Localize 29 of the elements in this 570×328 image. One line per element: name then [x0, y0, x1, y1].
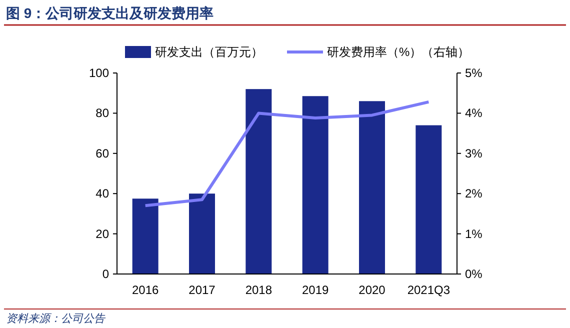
x-tick-label: 2019 [302, 283, 330, 297]
y-tick-label: 40 [96, 186, 110, 201]
y2-tick-label: 2% [465, 186, 483, 201]
y2-tick-label: 4% [465, 106, 483, 120]
legend-label: 研发费用率（%）（右轴） [327, 45, 470, 59]
y2-tick-label: 5% [465, 66, 483, 80]
y-tick-label: 20 [96, 226, 110, 241]
x-tick-label: 2021Q3 [407, 283, 450, 297]
y-tick-label: 80 [96, 106, 110, 120]
text: 资料来源：公司公告 [6, 312, 106, 325]
bar [416, 125, 442, 274]
line-series [144, 100, 430, 208]
bar [132, 198, 158, 274]
y2-tick-label: 1% [465, 226, 483, 241]
bar [246, 89, 272, 274]
y-tick-label: 100 [88, 66, 110, 80]
legend-label: 研发支出（百万元） [155, 45, 263, 59]
x-tick-label: 2020 [358, 283, 386, 297]
y2-tick-label: 3% [465, 146, 483, 160]
bar [189, 194, 215, 274]
bar [359, 101, 385, 274]
y-tick-label: 60 [96, 146, 110, 160]
y2-tick-label: 0% [465, 267, 483, 281]
y-tick-label: 0 [102, 267, 110, 281]
x-tick-label: 2018 [245, 283, 272, 297]
chart-title: 图 9：公司研发支出及研发费用率 [6, 5, 214, 21]
x-tick-label: 2016 [132, 283, 160, 297]
x-tick-label: 2017 [188, 283, 216, 297]
bar [302, 96, 328, 274]
